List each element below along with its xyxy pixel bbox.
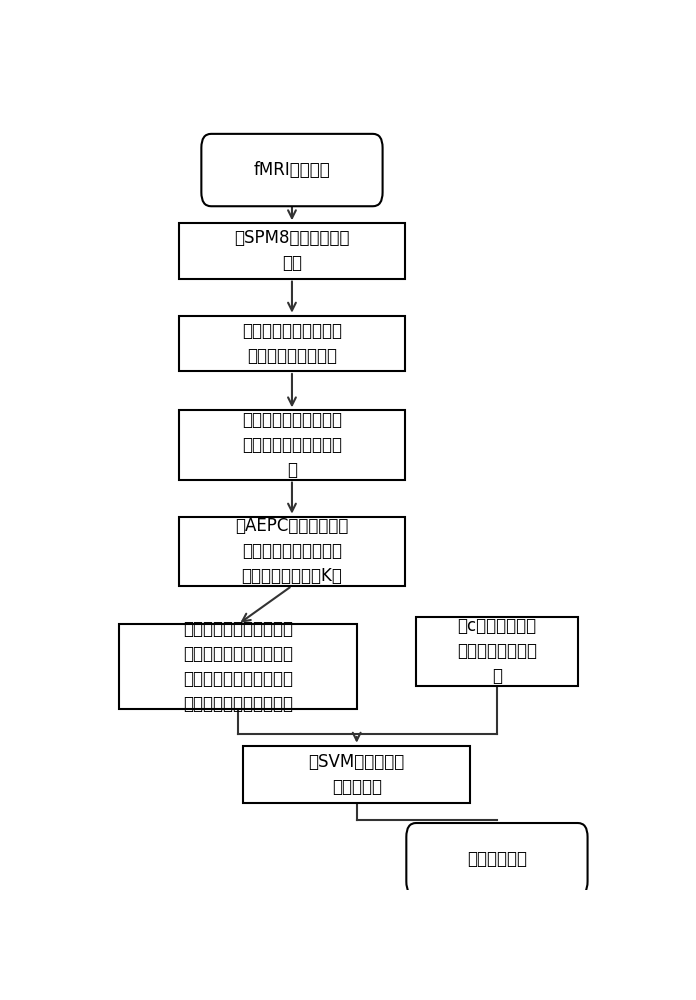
Text: 构建甲类与乙类试验参
与者的功能连接矩阵: 构建甲类与乙类试验参 与者的功能连接矩阵 xyxy=(242,322,342,365)
Text: 构建甲类与乙类试验参
与者的动态功能连接矩
阵: 构建甲类与乙类试验参 与者的动态功能连接矩 阵 xyxy=(242,411,342,479)
FancyBboxPatch shape xyxy=(244,746,470,803)
FancyBboxPatch shape xyxy=(416,617,578,686)
FancyBboxPatch shape xyxy=(179,410,405,480)
FancyBboxPatch shape xyxy=(179,517,405,586)
Text: 用AEPC将甲类与乙类
试验参与者的动态功能
连接矩阵分别聚成K类: 用AEPC将甲类与乙类 试验参与者的动态功能 连接矩阵分别聚成K类 xyxy=(235,517,349,585)
Text: fMRI原始数据: fMRI原始数据 xyxy=(253,161,331,179)
FancyBboxPatch shape xyxy=(201,134,383,206)
FancyBboxPatch shape xyxy=(179,316,405,371)
Text: 用SPM8对数据进行预
处理: 用SPM8对数据进行预 处理 xyxy=(235,229,349,272)
FancyBboxPatch shape xyxy=(179,223,405,279)
Text: 用SVM识别相似性
矩阵中元素: 用SVM识别相似性 矩阵中元素 xyxy=(308,753,405,796)
Text: 取c个试验参与者
脑部数据作为测试
集: 取c个试验参与者 脑部数据作为测试 集 xyxy=(457,617,537,685)
FancyBboxPatch shape xyxy=(120,624,356,709)
FancyBboxPatch shape xyxy=(406,823,587,895)
Text: 分别计算每个甲类与乙类
试验参与者动态功能连接
矩阵到各自聚类中心的距
离，得到两个相似性矩阵: 分别计算每个甲类与乙类 试验参与者动态功能连接 矩阵到各自聚类中心的距 离，得到… xyxy=(183,620,293,713)
Text: 分析分类结果: 分析分类结果 xyxy=(467,850,527,868)
